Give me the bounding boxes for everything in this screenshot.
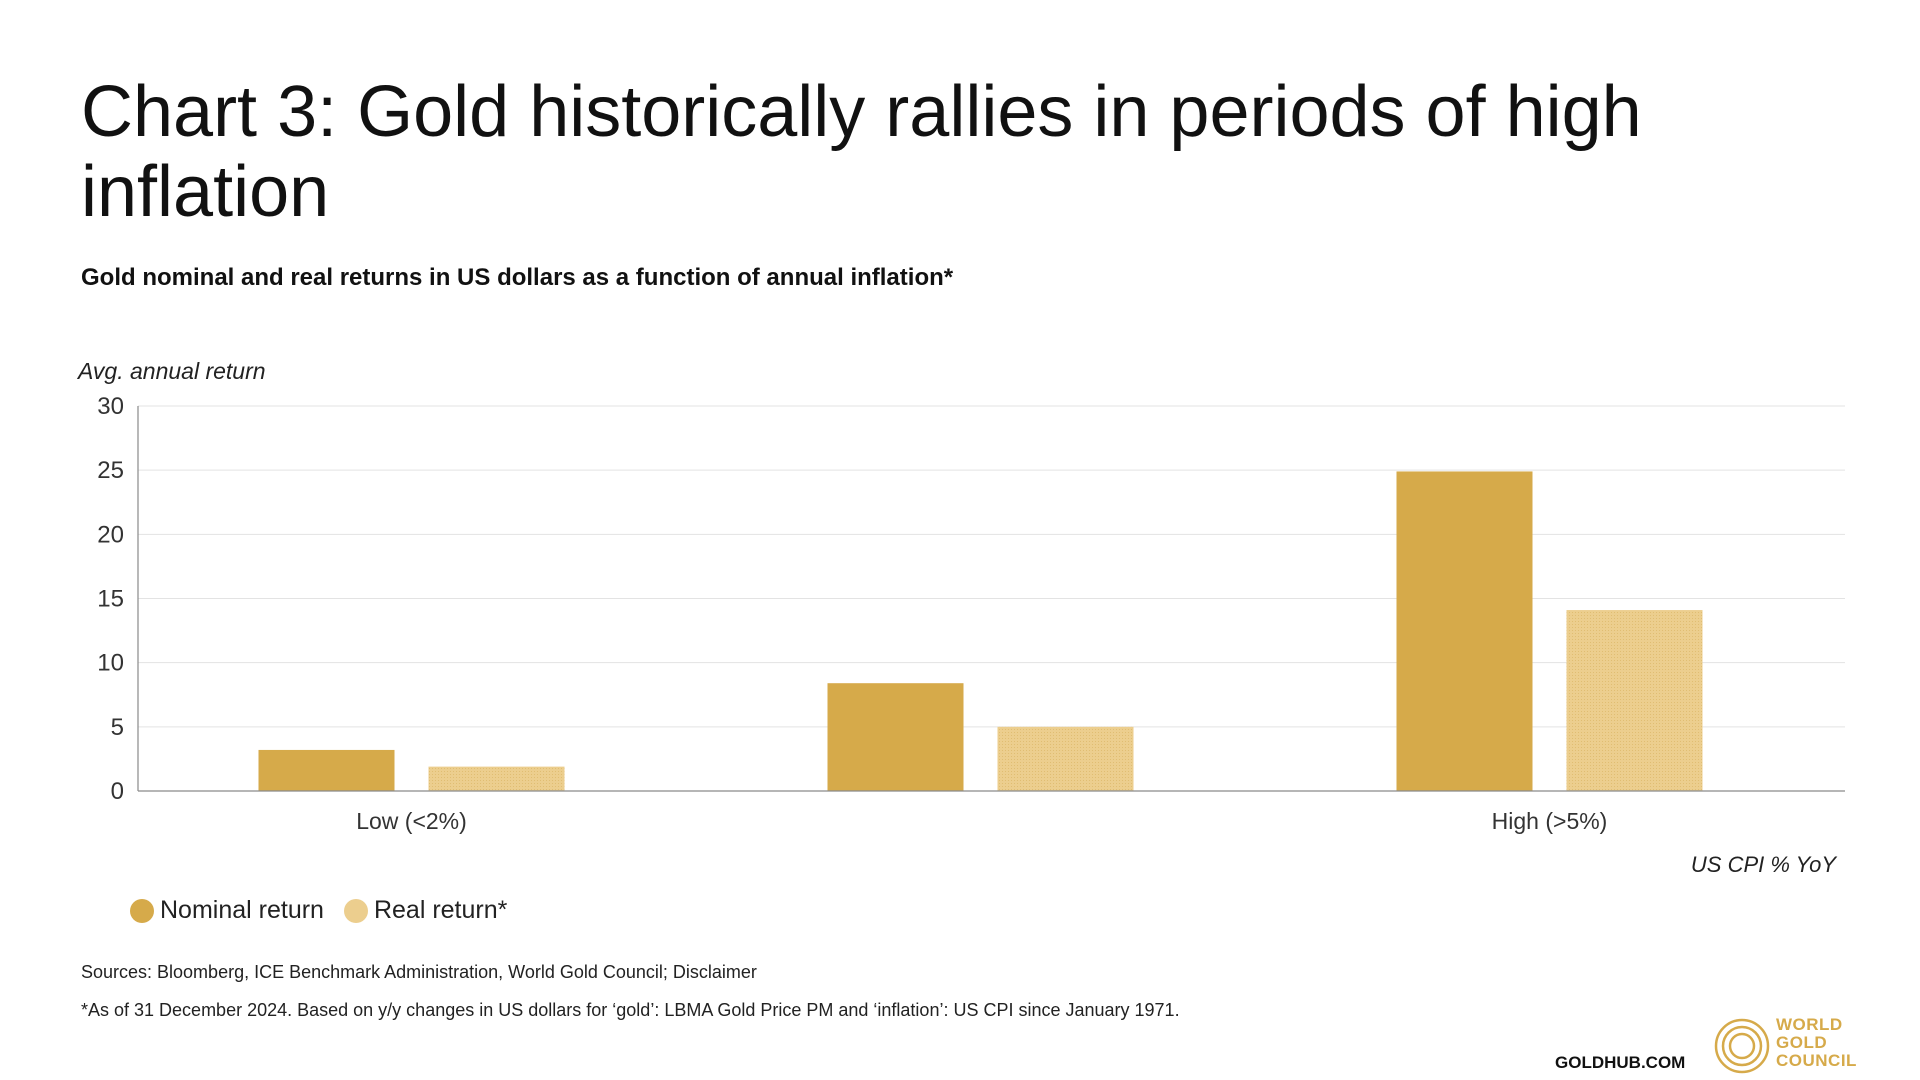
legend-label-real: Real return* xyxy=(373,896,508,924)
bars xyxy=(258,471,1703,791)
bar-chart: 0 5 10 15 20 25 30 Low (<2%) High (>5%) xyxy=(97,393,1845,834)
y-tick-label: 0 xyxy=(111,778,124,805)
bar-nominal-2 xyxy=(1396,471,1533,791)
y-tick-labels: 0 5 10 15 20 25 30 xyxy=(97,393,124,805)
x-axis-label: US CPI % YoY xyxy=(1690,852,1836,877)
legend-swatch-real xyxy=(343,898,368,923)
bar-nominal-0 xyxy=(258,749,395,791)
axes xyxy=(137,406,1845,792)
legend-item-real: Real return* xyxy=(343,896,508,925)
footnote: *As of 31 December 2024. Based on y/y ch… xyxy=(81,1000,1180,1020)
brand-line-1: WORLD xyxy=(1776,1015,1843,1034)
legend-item-nominal: Nominal return xyxy=(130,896,324,925)
chart-subtitle: Gold nominal and real returns in US doll… xyxy=(81,264,954,291)
bar-nominal-1 xyxy=(827,683,964,791)
brand-line-3: COUNCIL xyxy=(1776,1051,1857,1070)
world-gold-council-logo-icon xyxy=(1714,1018,1770,1074)
legend-label-nominal: Nominal return xyxy=(160,896,324,924)
y-tick-label: 15 xyxy=(97,586,124,613)
x-tick-label: Low (<2%) xyxy=(356,808,467,834)
site-link[interactable]: GOLDHUB.COM xyxy=(1555,1053,1686,1072)
y-tick-label: 20 xyxy=(97,521,124,548)
bar-real-1 xyxy=(997,726,1134,791)
y-tick-label: 25 xyxy=(97,457,124,484)
bar-real-2 xyxy=(1566,610,1703,791)
y-tick-label: 10 xyxy=(97,650,124,677)
grid-lines xyxy=(138,405,1845,728)
x-tick-labels: Low (<2%) High (>5%) xyxy=(356,808,1607,834)
legend-swatch-nominal xyxy=(130,898,154,923)
brand-line-2: GOLD xyxy=(1776,1033,1828,1052)
chart-title: Chart 3: Gold historically rallies in pe… xyxy=(81,72,1642,232)
y-tick-label: 5 xyxy=(111,714,124,741)
legend: Nominal return Real return* xyxy=(130,896,507,925)
brand-name: WORLD GOLD COUNCIL xyxy=(1776,1016,1857,1070)
y-tick-label: 30 xyxy=(97,393,124,420)
sources-note: Sources: Bloomberg, ICE Benchmark Admini… xyxy=(81,962,757,982)
x-tick-label: High (>5%) xyxy=(1492,808,1608,834)
bar-real-0 xyxy=(428,766,565,791)
y-axis-label: Avg. annual return xyxy=(78,358,266,384)
